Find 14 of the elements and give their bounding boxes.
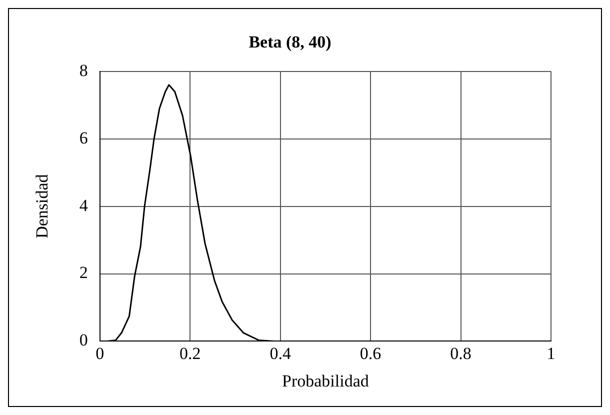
chart-title: Beta (8, 40) [248,32,332,52]
y-tick-label: 0 [79,330,88,350]
y-tick-label: 8 [79,60,88,80]
x-tick-label: 0.2 [179,344,201,363]
x-tick-label: 0 [96,344,104,363]
x-axis-title: Probabilidad [282,371,370,390]
x-tick-label: 0.8 [450,344,472,363]
x-tick-label: 0.6 [360,344,382,363]
y-axis-title: Densidad [32,174,52,238]
y-tick-label: 6 [79,128,88,148]
y-tick-label: 4 [79,196,88,215]
x-tick-label: 1 [546,344,556,363]
x-tick-label: 0.4 [270,344,292,363]
y-tick-label: 2 [79,263,88,282]
